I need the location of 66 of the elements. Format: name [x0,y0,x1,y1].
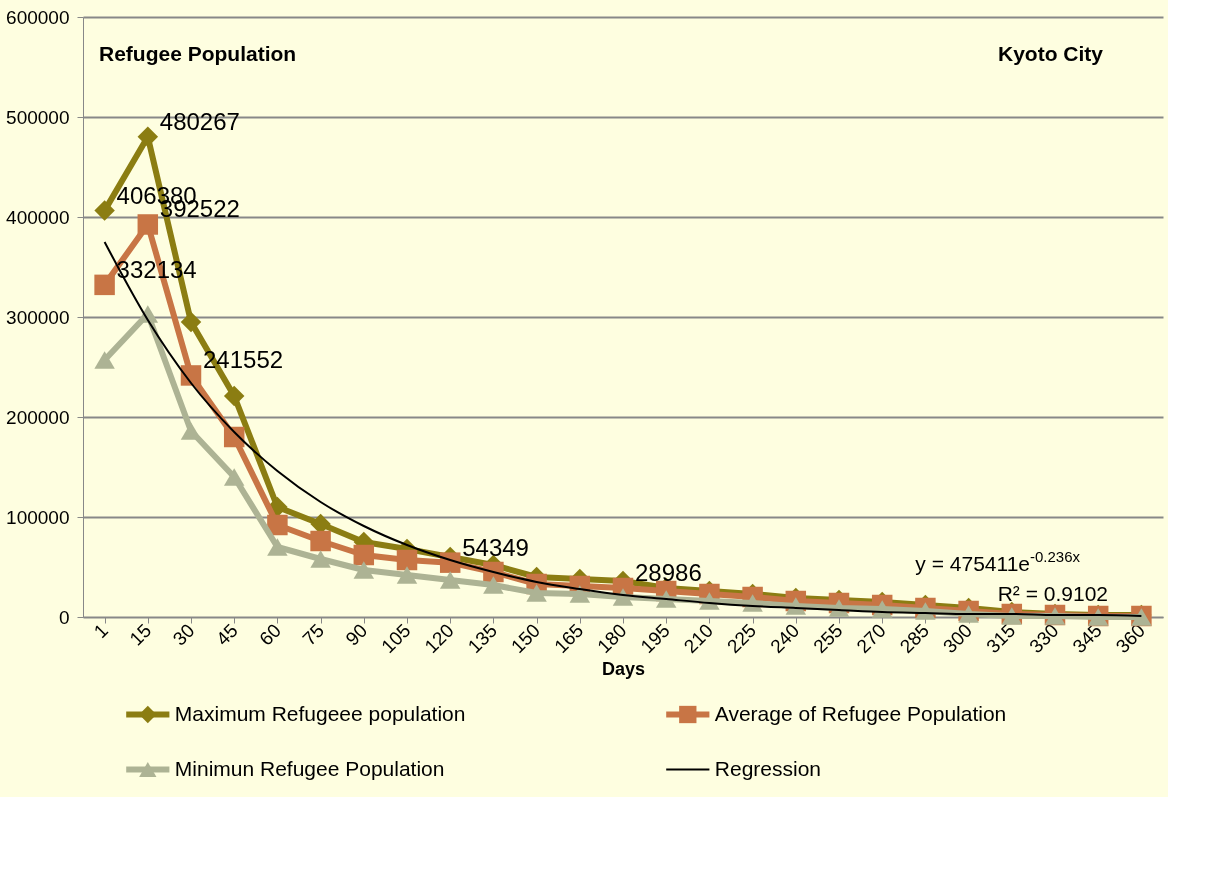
point [180,422,202,440]
x-axis-title: Days [601,658,646,679]
x-tick-label: 330 [1025,619,1063,657]
x-tick-label: 270 [852,619,890,657]
point [267,514,288,536]
x-tick-label: 1 [89,619,113,643]
point [353,544,375,566]
y-tick-label: 400000 [6,206,70,228]
x-tick-label: 120 [420,619,458,657]
point [137,126,159,147]
y-tick-label: 600000 [6,6,70,28]
point [94,200,115,221]
x-tick-label: 360 [1111,619,1149,657]
x-tick-label: 90 [341,619,372,650]
x-tick-label: 105 [377,619,415,657]
point [483,576,504,594]
point [180,311,202,333]
annotation: R² = 0.9102 [997,582,1108,605]
point [310,530,331,552]
y-tick-label: 300000 [6,306,70,328]
x-tick-label: 255 [809,619,847,657]
x-tick-label: 315 [982,619,1020,657]
point [612,588,634,606]
annotation: Kyoto City [998,42,1104,65]
x-tick-label: 300 [938,619,977,657]
point [310,550,331,568]
point [223,468,245,486]
point [180,365,202,386]
point [94,351,115,369]
x-tick-label: 135 [463,619,501,657]
point [569,585,591,603]
x-tick-label: 45 [211,619,242,650]
x-tick-label: 150 [506,619,545,657]
legend-label: Maximum Refugeee population [174,701,466,725]
y-tick-label: 500000 [6,106,70,128]
x-tick-label: 345 [1068,619,1106,657]
y-tick-label: 200000 [6,406,70,428]
point [353,561,375,579]
annotation: Refugee Population [99,42,297,65]
data-label: 480267 [159,107,240,135]
point [396,566,418,584]
x-tick-label: 285 [895,619,933,657]
legend-label: Minimun Refugee Population [174,756,445,780]
y-tick-label: 0 [58,606,70,628]
point [94,274,115,296]
x-tick-label: 60 [255,619,285,650]
legend-label: Regression [714,756,822,780]
x-tick-label: 225 [722,619,761,657]
x-tick-label: 240 [766,619,804,657]
x-tick-label: 180 [593,619,631,657]
x-tick-label: 165 [550,619,588,657]
point [526,584,547,602]
x-tick-label: 30 [168,619,199,650]
y-tick-label: 100000 [6,506,70,528]
legend-label: Average of Refugee Population [714,701,1007,725]
point [137,214,159,235]
x-tick-label: 75 [298,619,329,650]
data-label: 54349 [462,533,529,561]
point [223,385,245,407]
x-tick-label: 15 [125,619,156,650]
data-label: 28986 [635,559,702,587]
x-tick-label: 195 [636,619,674,657]
point [439,571,461,589]
point [267,538,288,556]
x-tick-label: 210 [679,619,717,657]
point [396,549,418,571]
